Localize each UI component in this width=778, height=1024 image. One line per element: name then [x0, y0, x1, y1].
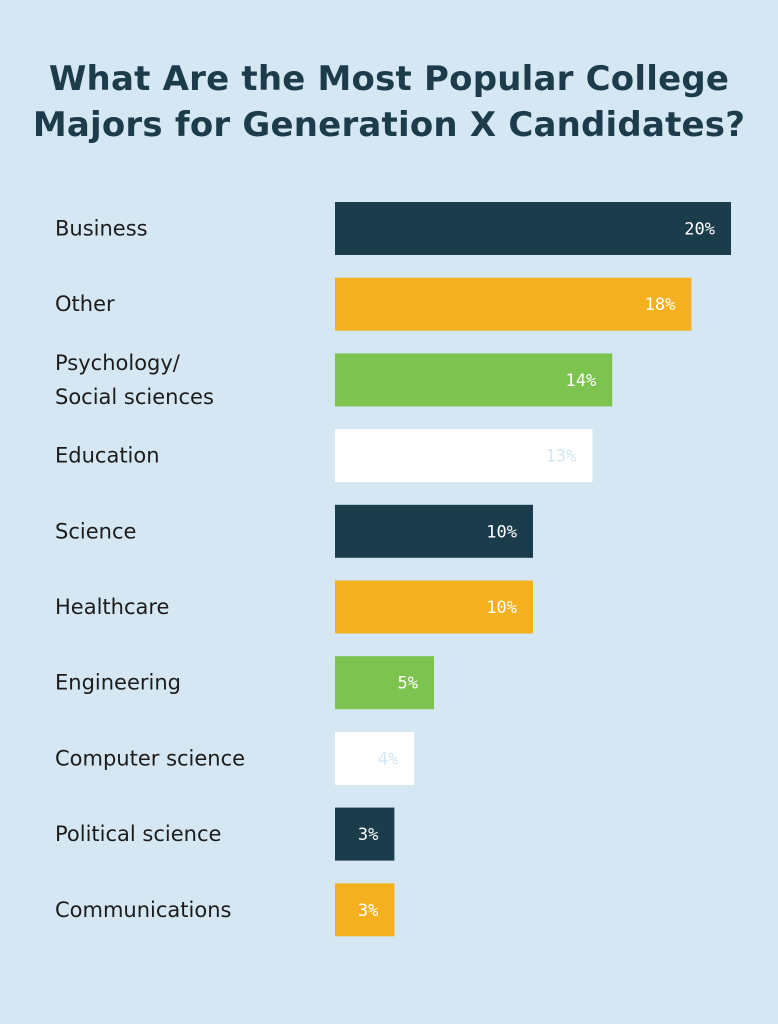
value-label-psychology-social-sciences: 14%: [565, 371, 596, 391]
value-labels: 20% 18% 14% 13% 10% 10% 5% 4% 3% 3%: [358, 220, 715, 921]
bars-layer: [335, 202, 731, 937]
bar-healthcare: [335, 580, 533, 634]
chart-title-line-1: What Are the Most Popular College: [48, 59, 730, 99]
category-label-computer-science: Computer science: [55, 746, 245, 770]
bar-political-science: [335, 807, 395, 861]
bar-education: [335, 429, 593, 483]
chart-title: What Are the Most Popular College Majors…: [0, 56, 778, 148]
bar-business: [335, 202, 731, 255]
value-label-other: 18%: [645, 295, 676, 315]
category-label-healthcare: Healthcare: [55, 595, 169, 619]
value-label-communications: 3%: [358, 901, 378, 921]
bar-science: [335, 504, 533, 558]
bar-engineering: [335, 656, 434, 710]
category-label-other: Other: [55, 292, 115, 316]
value-label-science: 10%: [486, 522, 517, 542]
value-label-education: 13%: [546, 447, 577, 467]
category-label-political-science: Political science: [55, 822, 221, 846]
value-label-business: 20%: [684, 220, 715, 240]
value-label-healthcare: 10%: [486, 598, 517, 618]
category-label-science: Science: [55, 519, 136, 543]
bar-computer-science: [335, 731, 415, 785]
category-label-psychology-social-sciences: Psychology/Social sciences: [55, 351, 214, 409]
value-label-political-science: 3%: [358, 825, 378, 845]
category-label-business: Business: [55, 217, 148, 241]
category-label-engineering: Engineering: [55, 671, 181, 695]
category-label-communications: Communications: [55, 898, 231, 922]
category-labels: Business Other Psychology/Social sciences E…: [55, 217, 245, 922]
bar-psychology-social-sciences: [335, 353, 613, 407]
bar-communications: [335, 883, 395, 937]
value-label-engineering: 5%: [398, 674, 418, 694]
category-label-education: Education: [55, 444, 160, 468]
bar-other: [335, 277, 692, 331]
value-label-computer-science: 4%: [378, 749, 398, 769]
chart-title-line-2: Majors for Generation X Candidates?: [32, 105, 746, 145]
